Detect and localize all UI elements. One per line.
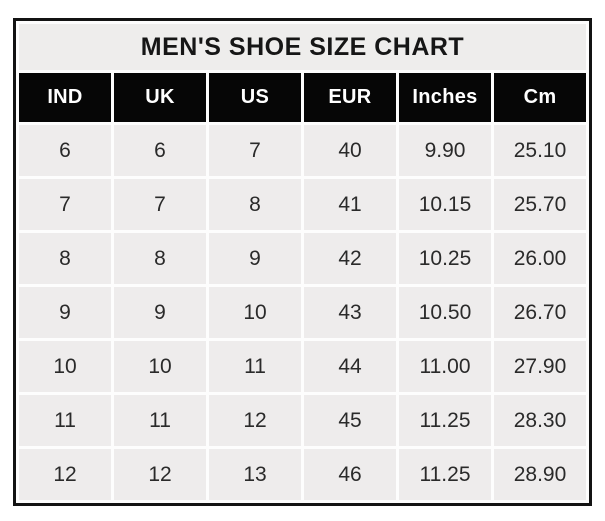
cell: 28.30 [494, 395, 586, 446]
cell: 46 [304, 449, 396, 500]
column-header: IND [19, 73, 111, 122]
header-row: IND UK US EUR Inches Cm [19, 73, 586, 122]
cell: 8 [19, 233, 111, 284]
cell: 25.10 [494, 125, 586, 176]
cell: 8 [114, 233, 206, 284]
cell: 43 [304, 287, 396, 338]
cell: 25.70 [494, 179, 586, 230]
table-row: 10 10 11 44 11.00 27.90 [19, 341, 586, 392]
table-body: 6 6 7 40 9.90 25.10 7 7 8 41 10.15 25.70 8 8 9 42 10.25 2… [19, 125, 586, 500]
cell: 28.90 [494, 449, 586, 500]
column-header: Inches [399, 73, 491, 122]
cell: 45 [304, 395, 396, 446]
chart-title: MEN'S SHOE SIZE CHART [19, 24, 586, 70]
table-row: 11 11 12 45 11.25 28.30 [19, 395, 586, 446]
table-row: 6 6 7 40 9.90 25.10 [19, 125, 586, 176]
cell: 40 [304, 125, 396, 176]
cell: 7 [19, 179, 111, 230]
table-row: 9 9 10 43 10.50 26.70 [19, 287, 586, 338]
cell: 10.50 [399, 287, 491, 338]
cell: 6 [19, 125, 111, 176]
size-chart-table: MEN'S SHOE SIZE CHART IND UK US EUR Inches Cm… [13, 18, 592, 506]
cell: 9 [19, 287, 111, 338]
cell: 10.25 [399, 233, 491, 284]
cell: 11 [114, 395, 206, 446]
cell: 6 [114, 125, 206, 176]
cell: 11.25 [399, 395, 491, 446]
column-header: Cm [494, 73, 586, 122]
cell: 7 [114, 179, 206, 230]
column-header: US [209, 73, 301, 122]
cell: 13 [209, 449, 301, 500]
cell: 12 [209, 395, 301, 446]
column-header: UK [114, 73, 206, 122]
cell: 26.00 [494, 233, 586, 284]
cell: 42 [304, 233, 396, 284]
cell: 12 [19, 449, 111, 500]
cell: 27.90 [494, 341, 586, 392]
cell: 9 [209, 233, 301, 284]
cell: 44 [304, 341, 396, 392]
table-row: 12 12 13 46 11.25 28.90 [19, 449, 586, 500]
cell: 26.70 [494, 287, 586, 338]
title-row: MEN'S SHOE SIZE CHART [19, 24, 586, 70]
cell: 9.90 [399, 125, 491, 176]
cell: 8 [209, 179, 301, 230]
cell: 10.15 [399, 179, 491, 230]
cell: 11.25 [399, 449, 491, 500]
cell: 10 [19, 341, 111, 392]
cell: 10 [114, 341, 206, 392]
cell: 11 [209, 341, 301, 392]
cell: 10 [209, 287, 301, 338]
cell: 7 [209, 125, 301, 176]
cell: 11 [19, 395, 111, 446]
table-row: 8 8 9 42 10.25 26.00 [19, 233, 586, 284]
cell: 12 [114, 449, 206, 500]
cell: 41 [304, 179, 396, 230]
cell: 11.00 [399, 341, 491, 392]
table-head: MEN'S SHOE SIZE CHART IND UK US EUR Inches Cm [19, 24, 586, 122]
table-row: 7 7 8 41 10.15 25.70 [19, 179, 586, 230]
cell: 9 [114, 287, 206, 338]
column-header: EUR [304, 73, 396, 122]
